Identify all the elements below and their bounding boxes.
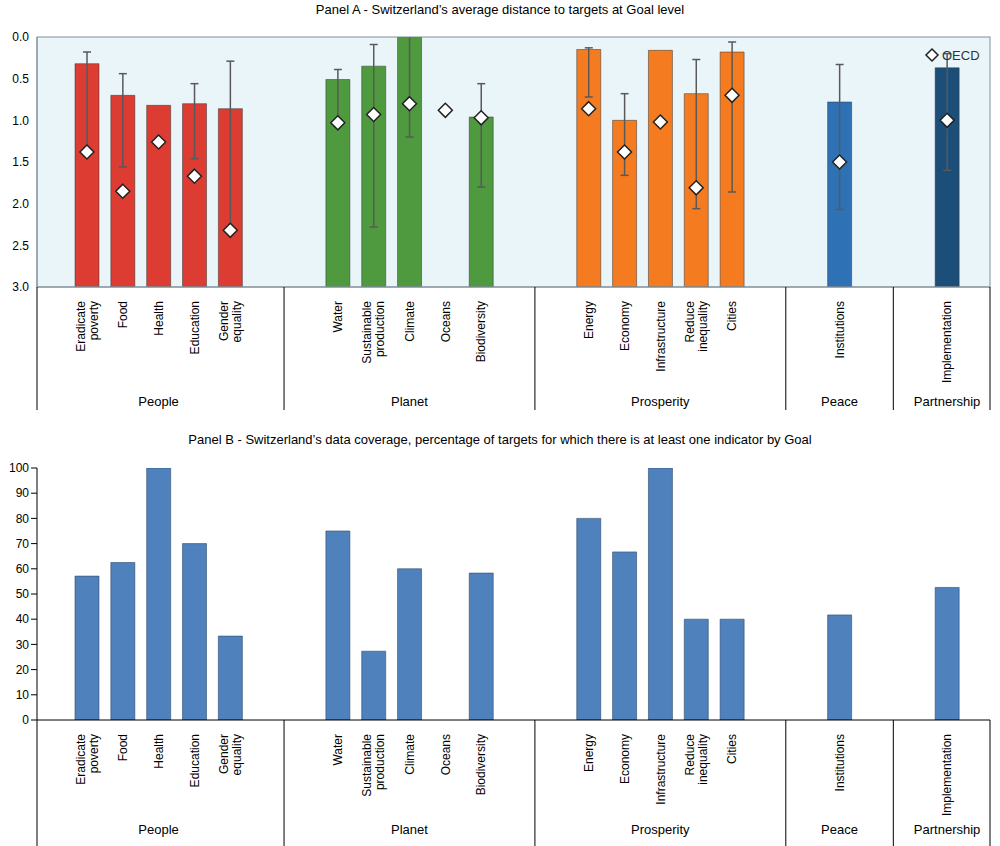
svg-text:20: 20 [16, 663, 30, 677]
svg-text:Institutions: Institutions [833, 301, 847, 358]
svg-text:Eradicatepoverty: Eradicatepoverty [74, 734, 101, 785]
svg-text:Food: Food [116, 734, 130, 761]
svg-text:Energy: Energy [582, 301, 596, 339]
svg-text:Climate: Climate [403, 301, 417, 342]
svg-text:10: 10 [16, 688, 30, 702]
svg-text:Prosperity: Prosperity [631, 822, 690, 837]
svg-text:50: 50 [16, 587, 30, 601]
svg-text:Planet: Planet [391, 822, 428, 837]
svg-text:Reduceinequality: Reduceinequality [683, 734, 710, 785]
svg-text:Education: Education [188, 734, 202, 787]
svg-text:Food: Food [116, 301, 130, 328]
svg-text:0.0: 0.0 [12, 30, 29, 44]
svg-text:100: 100 [9, 461, 29, 475]
svg-text:Peace: Peace [821, 822, 858, 837]
svg-text:Genderequality: Genderequality [217, 734, 244, 775]
svg-text:3.0: 3.0 [12, 280, 29, 294]
svg-text:Economy: Economy [618, 734, 632, 784]
svg-text:Sustainableproduction: Sustainableproduction [360, 301, 387, 364]
svg-text:Water: Water [331, 734, 345, 766]
svg-text:Institutions: Institutions [833, 734, 847, 791]
svg-text:Economy: Economy [618, 301, 632, 351]
svg-text:30: 30 [16, 638, 30, 652]
svg-text:People: People [138, 394, 178, 409]
svg-text:0: 0 [22, 713, 29, 727]
html-text:Panel B - Switzerland’s data c: Panel B - Switzerland’s data coverage, p… [188, 432, 812, 447]
svg-text:40: 40 [16, 612, 30, 626]
svg-text:Peace: Peace [821, 394, 858, 409]
svg-text:Infrastructure: Infrastructure [654, 301, 668, 372]
svg-text:1.0: 1.0 [12, 114, 29, 128]
svg-text:Genderequality: Genderequality [217, 301, 244, 342]
svg-text:Partnership: Partnership [914, 822, 980, 837]
svg-text:Biodiversity: Biodiversity [474, 734, 488, 795]
svg-text:Infrastructure: Infrastructure [654, 734, 668, 805]
svg-text:Cities: Cities [725, 734, 739, 764]
svg-text:Water: Water [331, 301, 345, 333]
svg-text:2.0: 2.0 [12, 197, 29, 211]
svg-text:Education: Education [188, 301, 202, 354]
svg-text:1.5: 1.5 [12, 155, 29, 169]
svg-text:Health: Health [152, 734, 166, 769]
svg-text:80: 80 [16, 512, 30, 526]
svg-text:Oceans: Oceans [439, 734, 453, 775]
svg-text:Oceans: Oceans [439, 301, 453, 342]
svg-text:0.5: 0.5 [12, 72, 29, 86]
svg-text:OECD: OECD [942, 48, 980, 63]
svg-text:People: People [138, 822, 178, 837]
svg-text:Eradicatepoverty: Eradicatepoverty [74, 301, 101, 352]
svg-text:60: 60 [16, 562, 30, 576]
svg-text:Prosperity: Prosperity [631, 394, 690, 409]
svg-text:2.5: 2.5 [12, 239, 29, 253]
svg-text:90: 90 [16, 486, 30, 500]
svg-text:Sustainableproduction: Sustainableproduction [360, 734, 387, 797]
svg-text:Reduceinequality: Reduceinequality [683, 301, 710, 352]
svg-text:Energy: Energy [582, 734, 596, 772]
html-text:Panel A - Switzerland’s averag: Panel A - Switzerland’s average distance… [315, 2, 685, 17]
svg-text:Planet: Planet [391, 394, 428, 409]
svg-text:Cities: Cities [725, 301, 739, 331]
svg-text:Health: Health [152, 301, 166, 336]
svg-text:Biodiversity: Biodiversity [474, 301, 488, 362]
svg-text:Partnership: Partnership [914, 394, 980, 409]
svg-text:Implementation: Implementation [940, 734, 954, 816]
svg-text:70: 70 [16, 537, 30, 551]
svg-text:Implementation: Implementation [940, 301, 954, 383]
svg-text:Climate: Climate [403, 734, 417, 775]
